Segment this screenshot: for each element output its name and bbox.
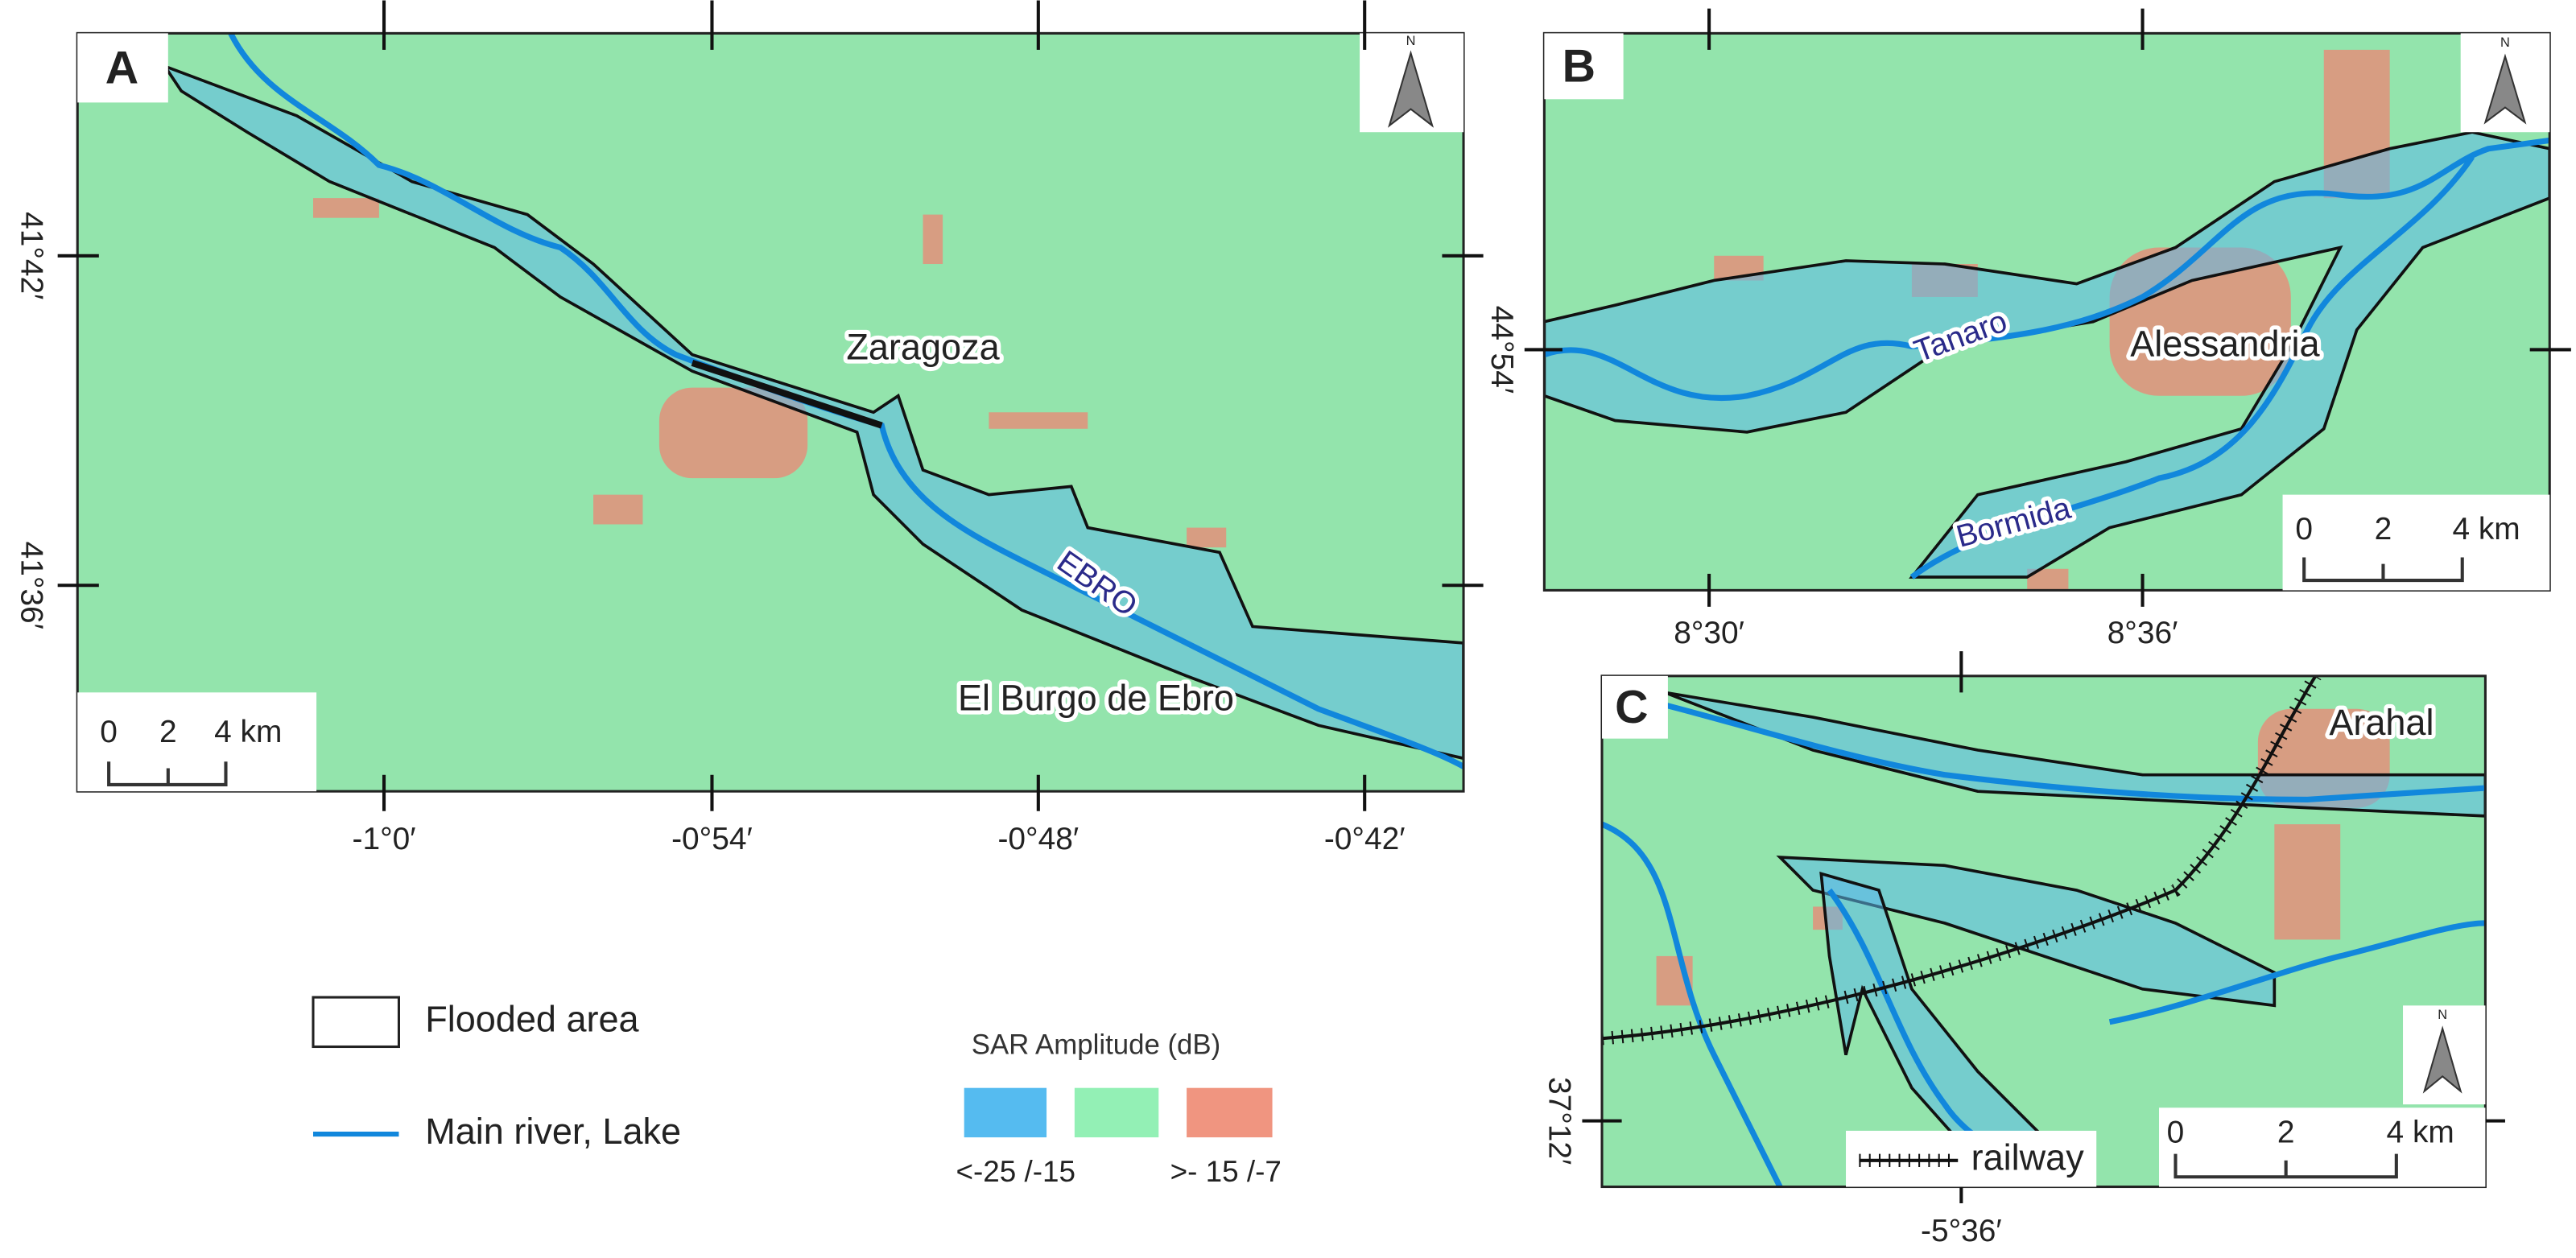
city-stretch xyxy=(691,359,883,429)
panel-c: C Arahal -5°36′ 37°12′ railway N 0 2 4 k… xyxy=(1542,651,2505,1248)
g xyxy=(1602,675,2486,1187)
place-label: Arahal xyxy=(2329,702,2434,743)
main-river xyxy=(1544,137,2550,402)
scale-bar-box xyxy=(77,692,317,792)
y-tick-label: 37°12′ xyxy=(1542,1077,1576,1165)
north-label: N xyxy=(2438,1008,2447,1022)
x-tick-label: -0°54′ xyxy=(671,822,753,856)
north-arrow xyxy=(2422,1025,2462,1094)
scale-label: 4 km xyxy=(214,715,282,749)
y-tick-label: 41°36′ xyxy=(14,542,49,629)
north-arrow xyxy=(1388,50,1435,128)
urban xyxy=(312,198,379,218)
x-tick-label: -5°36′ xyxy=(1921,1214,2002,1248)
g xyxy=(77,33,1464,792)
panel-letter: C xyxy=(1615,682,1648,733)
legend-title: SAR Amplitude (dB) xyxy=(972,1029,1220,1061)
urban xyxy=(923,214,943,265)
place-label: Zaragoza xyxy=(846,326,1000,367)
ticks-a xyxy=(57,0,1484,811)
panel-letter-box xyxy=(1602,675,1668,739)
urban-patches xyxy=(312,198,1227,548)
sar-swatch-high xyxy=(1187,1087,1273,1138)
legend-label: Main river, Lake xyxy=(425,1111,681,1152)
sar-swatch-low xyxy=(964,1087,1047,1138)
panel-letter: A xyxy=(105,43,138,94)
y-tick-label: 41°42′ xyxy=(14,212,49,299)
urban xyxy=(658,387,808,479)
frame xyxy=(1542,31,2551,592)
x-tick-label: -1°0′ xyxy=(353,822,416,856)
panel-letter: B xyxy=(1563,41,1596,93)
panel-a: A N -1°0′ -0°54′ -0°48′ -0°42′ 41°42′ 41… xyxy=(14,0,1484,856)
x-tick-label: 8°36′ xyxy=(2107,616,2178,650)
place-label: El Burgo de Ebro xyxy=(958,677,1234,718)
main-river xyxy=(1909,155,2475,580)
y-tick-label: 44°54′ xyxy=(1484,306,1519,394)
flooded-area xyxy=(161,63,1464,761)
legend-label: >- 15 /-7 xyxy=(1170,1155,1282,1188)
scale-bar-box xyxy=(2282,494,2550,591)
sar-swatch-mid xyxy=(1074,1087,1159,1138)
flooded-area xyxy=(1664,691,2486,818)
main-river xyxy=(1647,698,2486,802)
panel-letter-box xyxy=(77,33,168,103)
place-label: Alessandria xyxy=(2130,323,2320,364)
urban xyxy=(989,412,1088,429)
ticks-b xyxy=(1524,8,2571,607)
legend: Flooded area Main river, Lake SAR Amplit… xyxy=(312,996,1282,1188)
panel-letter-box xyxy=(1544,33,1624,100)
scale-bar xyxy=(2174,1153,2398,1179)
scale-label: 0 xyxy=(100,715,118,749)
north-arrow xyxy=(2483,53,2527,125)
x-tick-label: 8°30′ xyxy=(1674,616,1744,650)
scale-label: 2 xyxy=(2375,512,2392,547)
north-label: N xyxy=(2500,35,2510,50)
x-tick-label: -0°42′ xyxy=(1324,822,1406,856)
scale-label: 4 km xyxy=(2452,512,2520,547)
scale-label: 0 xyxy=(2295,512,2313,547)
urban xyxy=(593,494,643,525)
scale-bar xyxy=(2302,557,2464,583)
urban xyxy=(2274,824,2341,940)
scale-bar-box xyxy=(2159,1107,2486,1187)
panel-b: B N 8°30′ 8°36′ 44°54′ Alessandria Tanar… xyxy=(1484,8,2571,650)
scale-label: 2 xyxy=(159,715,177,749)
main-river xyxy=(2108,920,2486,1025)
urban xyxy=(1187,527,1227,548)
frame xyxy=(76,31,1465,793)
legend-flooded-swatch xyxy=(312,996,400,1049)
flooded-area xyxy=(1776,855,2277,1008)
scale-label: 0 xyxy=(2167,1115,2185,1149)
scale-label: 4 km xyxy=(2387,1115,2454,1149)
scale-label: 2 xyxy=(2277,1115,2295,1149)
x-tick-label: -0°48′ xyxy=(997,822,1079,856)
railway-ticks xyxy=(1602,675,2322,1046)
railway-label: railway xyxy=(1971,1137,2085,1178)
scale-bar xyxy=(107,761,228,787)
north-label: N xyxy=(1406,34,1416,48)
legend-label: <-25 /-15 xyxy=(956,1155,1075,1188)
legend-label: Flooded area xyxy=(425,999,639,1040)
